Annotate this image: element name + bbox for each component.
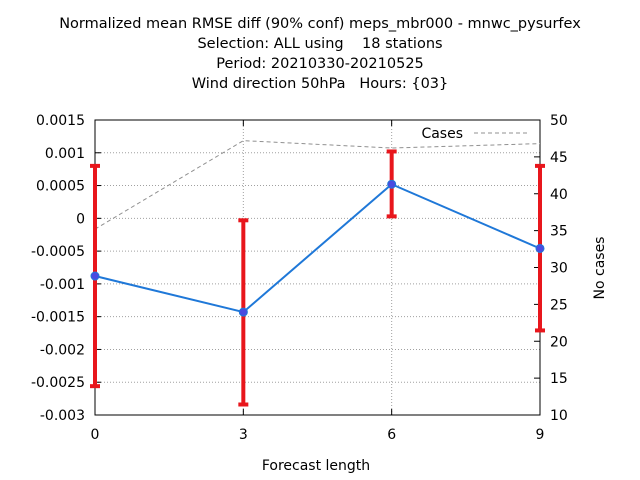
y-tick-label: -0.0025 [31, 375, 85, 391]
data-point [238, 307, 248, 317]
y-tick-label: -0.002 [40, 342, 85, 358]
plot-frame [94, 119, 541, 416]
data-point [387, 179, 397, 189]
data-point [535, 243, 545, 253]
y2-tick-label: 15 [550, 371, 568, 387]
y-tick-label: -0.003 [40, 408, 85, 424]
y-tick-label: 0 [76, 211, 85, 227]
grid [95, 120, 540, 415]
y2-axis-ticks: 50 45 40 35 30 25 20 15 10 [534, 113, 568, 424]
y-axis-ticks: 0.0015 0.001 0.0005 0 -0.0005 -0.001 -0.0015 -0… [31, 113, 101, 424]
legend-label-cases: Cases [421, 126, 463, 142]
y-tick-label: 0.001 [45, 146, 85, 162]
x-tick-label: 9 [536, 427, 545, 443]
rmse-diff-line [94, 183, 541, 314]
y2-axis-label: No cases [592, 237, 608, 300]
chart-title: Normalized mean RMSE diff (90% conf) mep… [0, 14, 640, 94]
y-tick-label: -0.001 [40, 277, 85, 293]
title-line-4: Wind direction 50hPa Hours: {03} [191, 76, 449, 92]
x-tick-label: 6 [387, 427, 396, 443]
y2-tick-label: 50 [550, 113, 568, 129]
data-point [90, 271, 100, 281]
y2-tick-label: 40 [550, 187, 568, 203]
x-axis-label: Forecast length [262, 458, 370, 474]
error-bars [90, 149, 545, 407]
y2-tick-label: 35 [550, 224, 568, 240]
x-tick-label: 3 [239, 427, 248, 443]
legend: Cases [421, 126, 528, 142]
title-line-1: Normalized mean RMSE diff (90% conf) mep… [59, 16, 581, 32]
title-line-2: Selection: ALL using 18 stations [197, 36, 443, 52]
y-tick-label: 0.0005 [36, 179, 85, 195]
y-tick-label: -0.0015 [31, 310, 85, 326]
rmse-diff-series [90, 179, 545, 317]
y-tick-label: -0.0005 [31, 244, 85, 260]
y2-tick-label: 30 [550, 261, 568, 277]
x-axis-ticks: 0 3 6 9 [91, 120, 545, 443]
y2-tick-label: 25 [550, 297, 568, 313]
y2-tick-label: 10 [550, 408, 568, 424]
y2-tick-label: 20 [550, 334, 568, 350]
cases-line [94, 140, 541, 230]
cases-series [94, 140, 541, 230]
y2-tick-label: 45 [550, 150, 568, 166]
x-tick-label: 0 [91, 427, 100, 443]
y-tick-label: 0.0015 [36, 113, 85, 129]
title-line-3: Period: 20210330-20210525 [216, 56, 424, 72]
